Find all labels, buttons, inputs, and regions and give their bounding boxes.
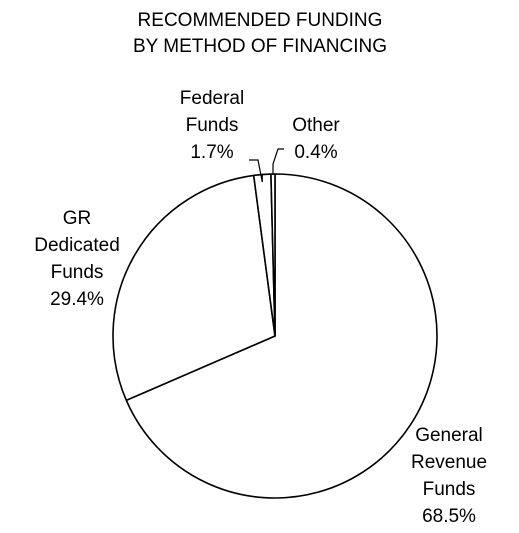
slice-label-other: Other 0.4%: [292, 115, 340, 163]
slice-value-gr-dedicated: 29.4%: [50, 289, 104, 310]
slice-value-federal-funds: 1.7%: [190, 142, 233, 163]
chart-title: RECOMMENDED FUNDING BY METHOD OF FINANCI…: [133, 10, 387, 57]
slice-label-federal-funds-line-1: Federal: [180, 88, 244, 109]
slice-label-gr-dedicated: GR Dedicated Funds 29.4%: [34, 208, 120, 310]
slice-label-general-revenue-line-3: Funds: [423, 479, 476, 500]
leader-line-federal-funds: [249, 159, 263, 183]
slice-value-other: 0.4%: [294, 142, 337, 163]
slice-label-federal-funds-line-2: Funds: [186, 115, 239, 136]
pie-slice-other: [270, 173, 276, 337]
pie-slices: [112, 173, 438, 499]
slice-label-general-revenue: General Revenue Funds 68.5%: [411, 425, 487, 527]
chart-title-line-2: BY METHOD OF FINANCING: [133, 36, 387, 57]
slice-label-gr-dedicated-line-1: GR: [63, 208, 92, 229]
slice-label-gr-dedicated-line-2: Dedicated: [34, 235, 120, 256]
slice-label-general-revenue-line-1: General: [415, 425, 483, 446]
leader-lines: [249, 148, 284, 183]
pie-slice-gr-dedicated: [112, 174, 276, 402]
leader-line-other: [272, 148, 284, 174]
slice-label-other-line-1: Other: [292, 115, 340, 136]
pie-slice-general-revenue: [125, 173, 438, 499]
slice-label-federal-funds: Federal Funds 1.7%: [180, 88, 244, 163]
chart-title-line-1: RECOMMENDED FUNDING: [138, 10, 383, 31]
slice-label-gr-dedicated-line-3: Funds: [51, 262, 104, 283]
slice-label-general-revenue-line-2: Revenue: [411, 452, 487, 473]
slice-value-general-revenue: 68.5%: [422, 506, 476, 527]
